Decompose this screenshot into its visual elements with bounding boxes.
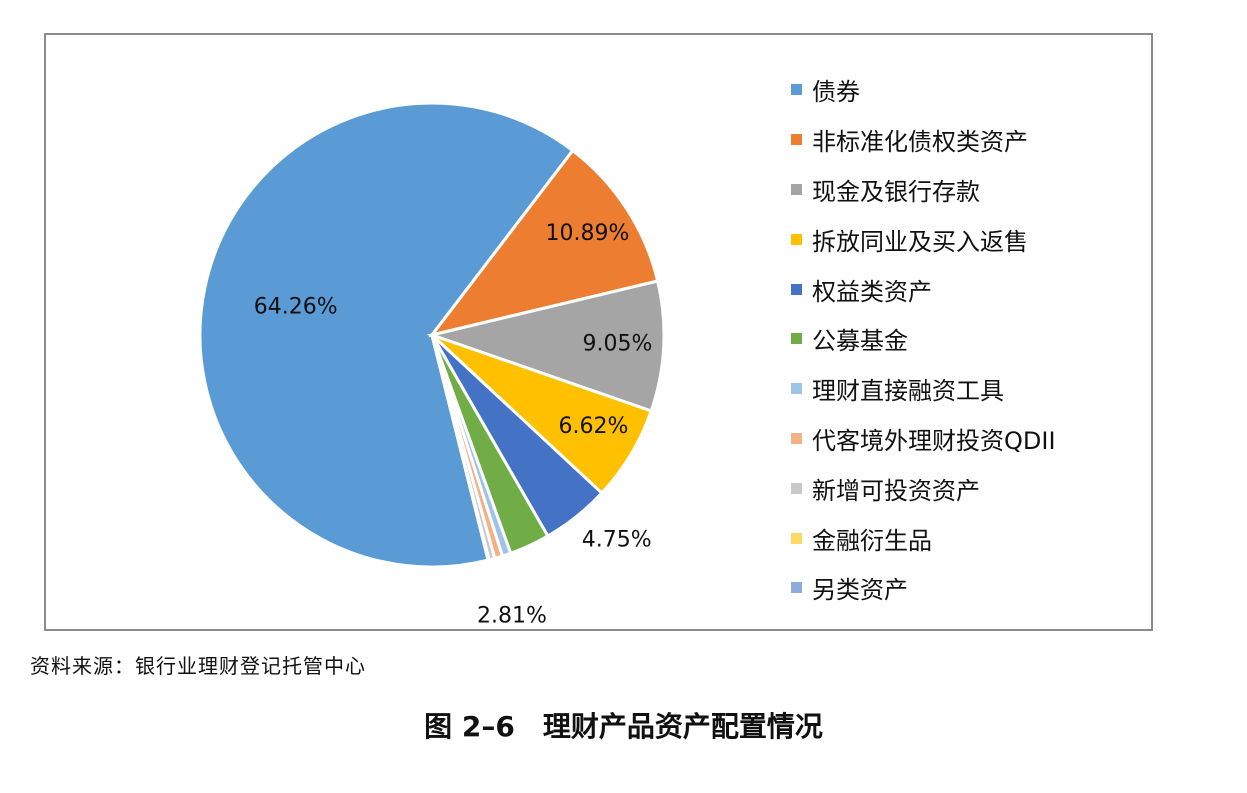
legend: 债券非标准化债权类资产 现金及银行存款拆放同业及买入返售 权益类资产公募基金理财直接…: [791, 65, 1056, 613]
legend-label: 非标准化债权类资产: [812, 128, 1028, 157]
figure-caption: 图 2–6 理财产品资产配置情况: [424, 710, 823, 743]
legend-item: 新增可投资资产: [791, 463, 1056, 513]
legend-label: 债券: [812, 78, 860, 107]
legend-swatch: [791, 183, 802, 195]
legend-label: 金融衍生品: [812, 526, 932, 555]
pie-slice: [198, 101, 575, 569]
pie-slice: [426, 279, 666, 413]
data-label: 10.89%: [546, 221, 630, 246]
legend-item: 权益类资产: [791, 264, 1056, 314]
legend-swatch: [791, 84, 802, 96]
legend-swatch: [791, 283, 802, 295]
legend-item: 另类资产: [791, 563, 1056, 613]
legend-swatch: [791, 383, 802, 395]
legend-label: 公募基金: [812, 327, 908, 356]
legend-item: 代客境外理财投资QDII: [791, 414, 1056, 464]
source-note: 资料来源：银行业理财登记托管中心: [30, 654, 366, 678]
legend-item: 现金及银行存款: [791, 165, 1056, 215]
legend-label: 现金及银行存款: [812, 177, 980, 206]
legend-swatch: [791, 482, 802, 494]
legend-item: 理财直接融资工具: [791, 364, 1056, 414]
legend-label: 新增可投资资产: [812, 476, 980, 505]
legend-swatch: [791, 432, 802, 444]
data-label: 4.75%: [582, 528, 652, 553]
data-label: 6.62%: [559, 414, 629, 439]
legend-swatch: [791, 333, 802, 345]
legend-label: 拆放同业及买入返售: [812, 227, 1028, 256]
data-label: 2.81%: [477, 604, 547, 629]
legend-swatch: [791, 532, 802, 544]
pie-chart: 64.26% 10.89% 9.05% 6.62% 4.75% 2.81%: [198, 101, 666, 629]
pie-slice: [430, 334, 491, 562]
legend-item: 金融衍生品: [791, 513, 1056, 563]
legend-swatch: [791, 582, 802, 594]
legend-item: 债券: [791, 65, 1056, 115]
legend-label: 理财直接融资工具: [812, 377, 1004, 406]
legend-item: 非标准化债权类资产: [791, 115, 1056, 165]
data-label: 64.26%: [254, 294, 338, 319]
legend-label: 另类资产: [812, 576, 908, 605]
pie-slice: [428, 148, 660, 338]
legend-swatch: [791, 233, 802, 245]
legend-swatch: [791, 134, 802, 146]
legend-label: 代客境外理财投资QDII: [812, 426, 1056, 455]
legend-label: 权益类资产: [812, 277, 932, 306]
legend-item: 公募基金: [791, 314, 1056, 364]
chart-frame: 64.26% 10.89% 9.05% 6.62% 4.75% 2.81% 债券非标准化债…: [44, 33, 1153, 631]
data-label: 9.05%: [582, 332, 652, 357]
legend-item: 拆放同业及买入返售: [791, 214, 1056, 264]
